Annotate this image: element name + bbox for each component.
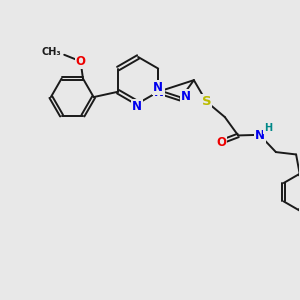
Text: N: N bbox=[132, 100, 142, 113]
Text: N: N bbox=[154, 85, 164, 98]
Text: N: N bbox=[255, 129, 265, 142]
Text: N: N bbox=[181, 90, 190, 103]
Text: O: O bbox=[76, 55, 85, 68]
Text: S: S bbox=[202, 95, 211, 108]
Text: H: H bbox=[264, 123, 272, 133]
Text: N: N bbox=[153, 81, 163, 94]
Text: O: O bbox=[216, 136, 226, 149]
Text: CH₃: CH₃ bbox=[42, 47, 61, 57]
